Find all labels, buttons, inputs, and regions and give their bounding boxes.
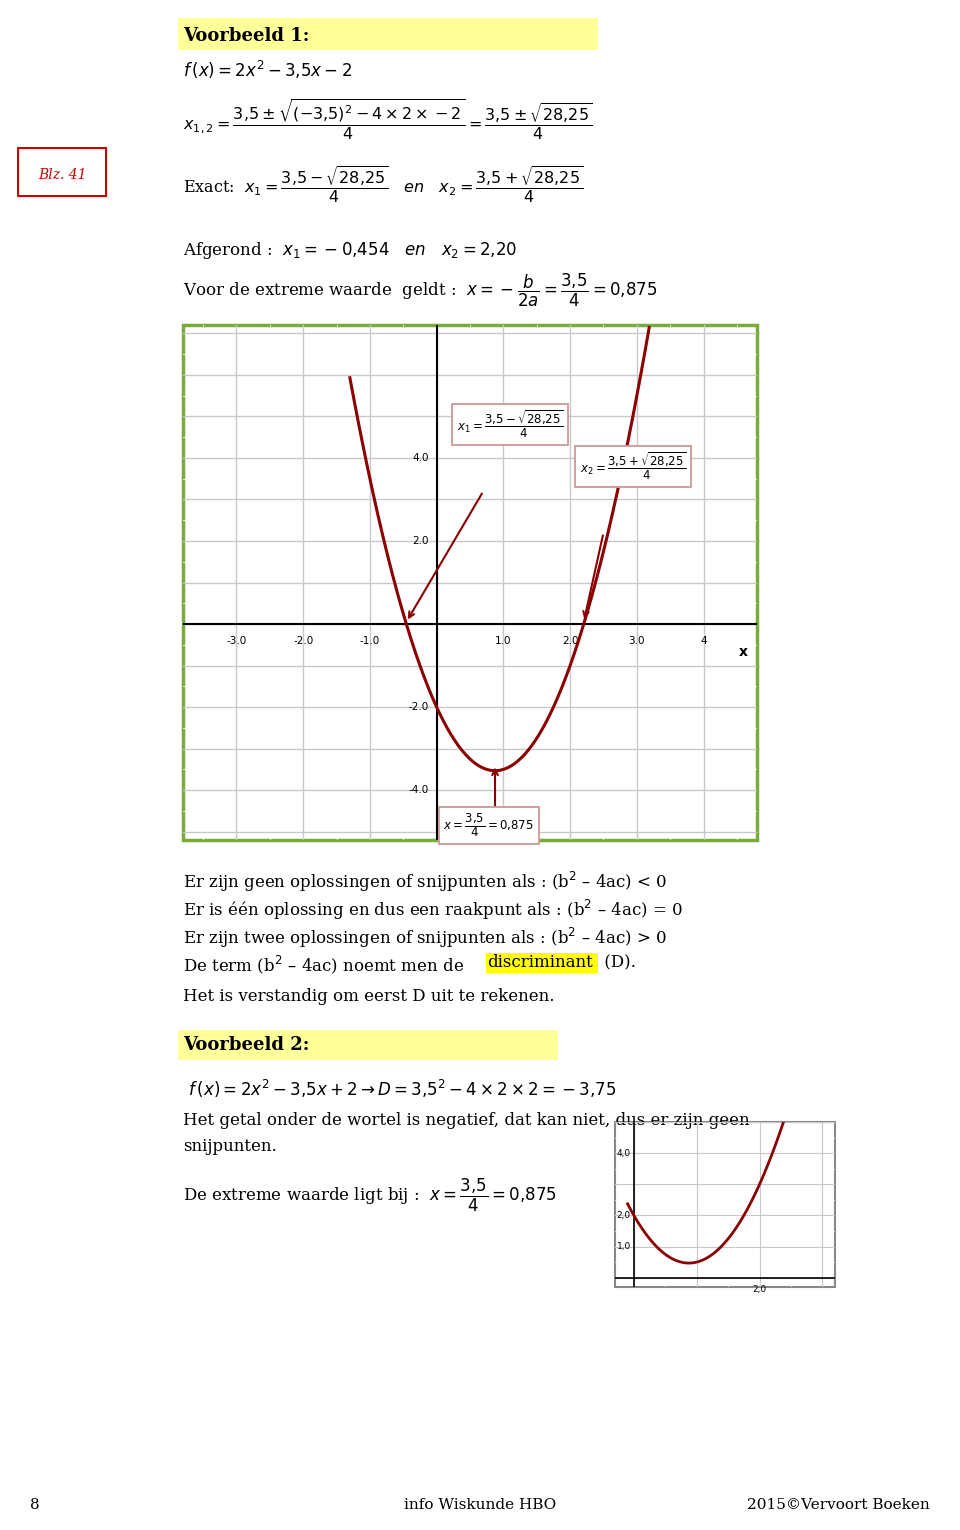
- Text: discriminant: discriminant: [487, 955, 592, 972]
- Text: Er zijn geen oplossingen of snijpunten als : (b$^2$ – 4ac) < 0: Er zijn geen oplossingen of snijpunten a…: [183, 871, 667, 894]
- Text: Exact:  $x_1 = \dfrac{3{,}5 - \sqrt{28{,}25}}{4}$   $\mathit{en}$   $x_2 = \dfra: Exact: $x_1 = \dfrac{3{,}5 - \sqrt{28{,}…: [183, 165, 584, 205]
- Text: Afgerond :  $x_1 = -0{,}454$   $\mathit{en}$   $x_2 = 2{,}20$: Afgerond : $x_1 = -0{,}454$ $\mathit{en}…: [183, 240, 517, 260]
- Text: x: x: [739, 644, 748, 659]
- Text: -4.0: -4.0: [408, 785, 428, 796]
- Text: De extreme waarde ligt bij :  $x = \dfrac{3{,}5}{4} = 0{,}875$: De extreme waarde ligt bij : $x = \dfrac…: [183, 1177, 557, 1215]
- Text: 2015©Vervoort Boeken: 2015©Vervoort Boeken: [747, 1498, 930, 1512]
- Text: info Wiskunde HBO: info Wiskunde HBO: [404, 1498, 556, 1512]
- FancyBboxPatch shape: [183, 324, 757, 840]
- Text: $f\,(x) = 2x^2 - 3{,}5x + 2 \rightarrow D = 3{,}5^2 - 4 \times 2 \times 2 = -3{,: $f\,(x) = 2x^2 - 3{,}5x + 2 \rightarrow …: [183, 1079, 616, 1100]
- FancyBboxPatch shape: [18, 148, 106, 196]
- FancyBboxPatch shape: [178, 18, 598, 50]
- Text: Blz. 41: Blz. 41: [37, 168, 86, 182]
- Text: Er zijn twee oplossingen of snijpunten als : (b$^2$ – 4ac) > 0: Er zijn twee oplossingen of snijpunten a…: [183, 926, 667, 950]
- Text: -2.0: -2.0: [293, 636, 313, 647]
- Text: 2.0: 2.0: [562, 636, 578, 647]
- Text: 4.0: 4.0: [412, 453, 428, 464]
- Text: -1.0: -1.0: [360, 636, 380, 647]
- Text: snijpunten.: snijpunten.: [183, 1138, 276, 1155]
- Text: 1,0: 1,0: [616, 1242, 631, 1252]
- FancyBboxPatch shape: [486, 953, 598, 973]
- Text: Voorbeeld 2:: Voorbeeld 2:: [183, 1036, 309, 1054]
- Text: De term (b$^2$ – 4ac) noemt men de: De term (b$^2$ – 4ac) noemt men de: [183, 955, 465, 976]
- Text: 2,0: 2,0: [753, 1285, 767, 1293]
- Text: 4,0: 4,0: [616, 1149, 631, 1158]
- Text: 2.0: 2.0: [412, 536, 428, 546]
- Text: 2,0: 2,0: [616, 1210, 631, 1219]
- Text: -2.0: -2.0: [408, 702, 428, 711]
- Text: 1.0: 1.0: [495, 636, 512, 647]
- Text: Het getal onder de wortel is negatief, dat kan niet, dus er zijn geen: Het getal onder de wortel is negatief, d…: [183, 1112, 750, 1129]
- Text: Het is verstandig om eerst D uit te rekenen.: Het is verstandig om eerst D uit te reke…: [183, 988, 555, 1005]
- Text: 8: 8: [30, 1498, 39, 1512]
- Text: 3.0: 3.0: [629, 636, 645, 647]
- Text: $x_{1,2} = \dfrac{3{,}5 \pm \sqrt{(-3{,}5)^2 - 4 \times 2 \times -2}}{4} = \dfra: $x_{1,2} = \dfrac{3{,}5 \pm \sqrt{(-3{,}…: [183, 98, 592, 142]
- Text: -3.0: -3.0: [227, 636, 247, 647]
- Text: $x = \dfrac{3{,}5}{4} = 0{,}875$: $x = \dfrac{3{,}5}{4} = 0{,}875$: [444, 812, 534, 838]
- FancyBboxPatch shape: [178, 1030, 558, 1060]
- Text: $x_1 = \dfrac{3{,}5 - \sqrt{28{,}25}}{4}$: $x_1 = \dfrac{3{,}5 - \sqrt{28{,}25}}{4}…: [457, 409, 563, 441]
- Text: (D).: (D).: [599, 955, 636, 972]
- Text: Voor de extreme waarde  geldt :  $x = -\dfrac{b}{2a} = \dfrac{3{,}5}{4} = 0{,}87: Voor de extreme waarde geldt : $x = -\df…: [183, 271, 658, 309]
- Text: Voorbeeld 1:: Voorbeeld 1:: [183, 28, 309, 44]
- Text: Er is één oplossing en dus een raakpunt als : (b$^2$ – 4ac) = 0: Er is één oplossing en dus een raakpunt …: [183, 898, 683, 923]
- Text: 4: 4: [700, 636, 707, 647]
- Text: $f\,(x) = 2x^2 - 3{,}5x - 2$: $f\,(x) = 2x^2 - 3{,}5x - 2$: [183, 60, 352, 81]
- FancyBboxPatch shape: [615, 1121, 835, 1287]
- Text: $x_2 = \dfrac{3{,}5 + \sqrt{28{,}25}}{4}$: $x_2 = \dfrac{3{,}5 + \sqrt{28{,}25}}{4}…: [580, 450, 686, 482]
